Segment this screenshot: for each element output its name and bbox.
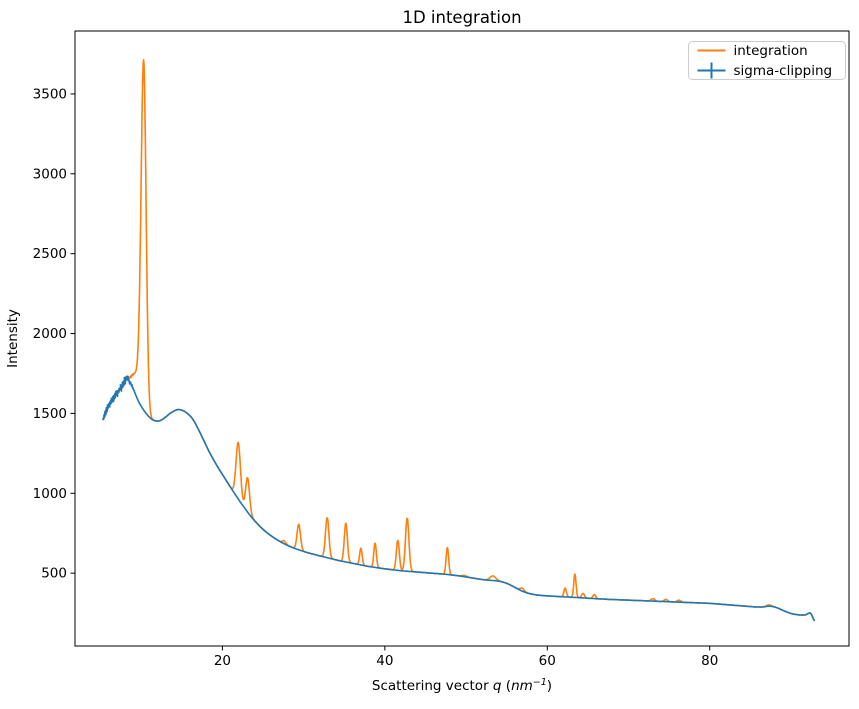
legend-item-integration: integration [697, 43, 808, 59]
x-axis-label: Scattering vector q (nm−1) [372, 677, 552, 694]
axes-frame-layer [74, 30, 850, 647]
x-tick-label: 40 [376, 653, 393, 669]
y-tick-label: 3500 [33, 86, 67, 102]
x-tick-label: 20 [214, 653, 231, 669]
y-tick-label: 1000 [33, 486, 67, 502]
legend-box [688, 41, 846, 80]
series-sigma-clipping-path [102, 376, 815, 622]
legend-label: integration [734, 43, 808, 59]
series-integration-path [102, 59, 815, 622]
y-tick-label: 2000 [33, 326, 67, 342]
legend-label: sigma-clipping [734, 63, 833, 79]
legend-item-sigma-clipping: sigma-clipping [697, 62, 833, 79]
series-layer [102, 59, 815, 622]
ticks-layer: 20 40 60 80 500 1000 1500 2000 2500 3000 3500 [33, 86, 719, 669]
y-tick-label: 3000 [33, 166, 67, 182]
legend: integration sigma-clipping [688, 41, 846, 80]
x-tick-label: 60 [539, 653, 556, 669]
chart-title: 1D integration [402, 8, 521, 27]
y-axis-label: Intensity [5, 309, 21, 368]
x-tick-label: 80 [701, 653, 718, 669]
y-tick-label: 500 [41, 566, 67, 582]
y-tick-label: 2500 [33, 246, 67, 262]
plot-frame [74, 30, 850, 647]
y-tick-label: 1500 [33, 406, 67, 422]
